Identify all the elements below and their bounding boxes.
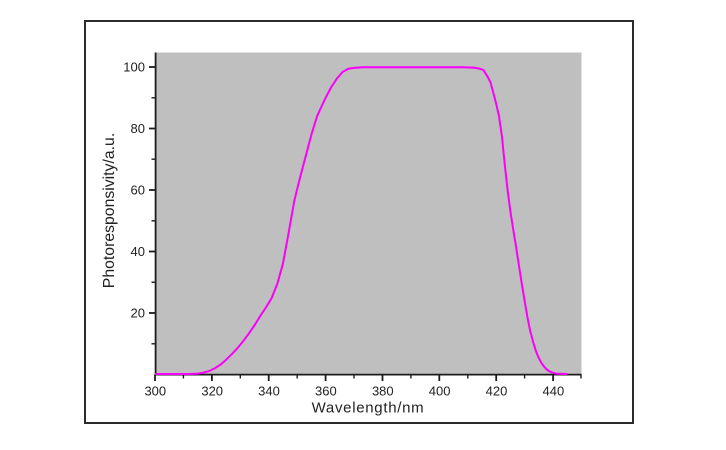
svg-text:Wavelength/nm: Wavelength/nm — [312, 400, 425, 417]
svg-text:300: 300 — [144, 384, 166, 399]
svg-text:380: 380 — [372, 384, 394, 399]
svg-text:360: 360 — [315, 384, 337, 399]
svg-text:60: 60 — [131, 183, 145, 198]
svg-text:Photoresponsivity/a.u.: Photoresponsivity/a.u. — [101, 133, 118, 288]
svg-text:340: 340 — [258, 384, 280, 399]
svg-text:440: 440 — [543, 384, 565, 399]
svg-text:20: 20 — [131, 306, 145, 321]
svg-text:420: 420 — [486, 384, 508, 399]
svg-text:320: 320 — [201, 384, 223, 399]
svg-text:80: 80 — [131, 121, 145, 136]
svg-text:400: 400 — [429, 384, 451, 399]
svg-text:40: 40 — [131, 244, 145, 259]
svg-text:100: 100 — [123, 60, 145, 75]
